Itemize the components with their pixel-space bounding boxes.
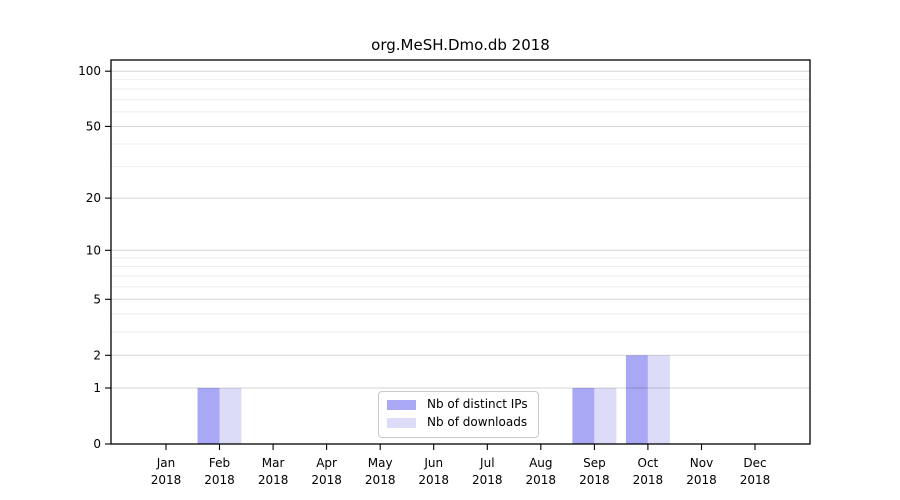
y-tick-label-5: 5 [93, 292, 101, 306]
y-tick-label-20: 20 [86, 191, 101, 205]
legend: Nb of distinct IPs Nb of downloads [378, 391, 539, 438]
legend-item-downloads: Nb of downloads [387, 414, 528, 430]
x-tick-label-jan: Jan 2018 [151, 456, 182, 487]
y-tick-label-2: 2 [93, 348, 101, 362]
y-tick-label-10: 10 [86, 243, 101, 257]
x-tick-label-jul: Jul 2018 [472, 456, 503, 487]
x-tick-label-may: May 2018 [365, 456, 396, 487]
y-tick-label-50: 50 [86, 119, 101, 133]
x-tick-label-sep: Sep 2018 [579, 456, 610, 487]
legend-label-distinct-ips: Nb of distinct IPs [427, 397, 528, 411]
bar-nb-of-downloads-feb [219, 388, 242, 444]
legend-label-downloads: Nb of downloads [427, 414, 528, 429]
legend-swatch-distinct-ips [387, 399, 416, 410]
x-tick-label-jun: Jun 2018 [418, 456, 449, 487]
y-tick-label-100: 100 [78, 64, 101, 78]
x-tick-label-oct: Oct 2018 [633, 456, 664, 487]
x-tick-label-dec: Dec 2018 [740, 456, 771, 487]
legend-swatch-downloads [387, 417, 416, 428]
x-tick-label-apr: Apr 2018 [311, 456, 342, 487]
x-tick-label-aug: Aug 2018 [526, 456, 557, 487]
x-tick-label-nov: Nov 2018 [686, 456, 717, 487]
x-tick-label-mar: Mar 2018 [258, 456, 289, 487]
bar-nb-of-downloads-sep [594, 388, 617, 444]
bar-nb-of-distinct-ips-oct [625, 355, 648, 444]
y-tick-label-1: 1 [93, 381, 101, 395]
chart-title: org.MeSH.Dmo.db 2018 [371, 36, 550, 54]
bar-nb-of-downloads-oct [647, 355, 670, 444]
y-tick-label-0: 0 [93, 437, 101, 451]
bar-nb-of-distinct-ips-sep [572, 388, 595, 444]
bar-nb-of-distinct-ips-feb [197, 388, 220, 444]
plot-border [110, 59, 811, 445]
legend-item-distinct-ips: Nb of distinct IPs [387, 397, 528, 412]
x-tick-label-feb: Feb 2018 [204, 456, 235, 487]
